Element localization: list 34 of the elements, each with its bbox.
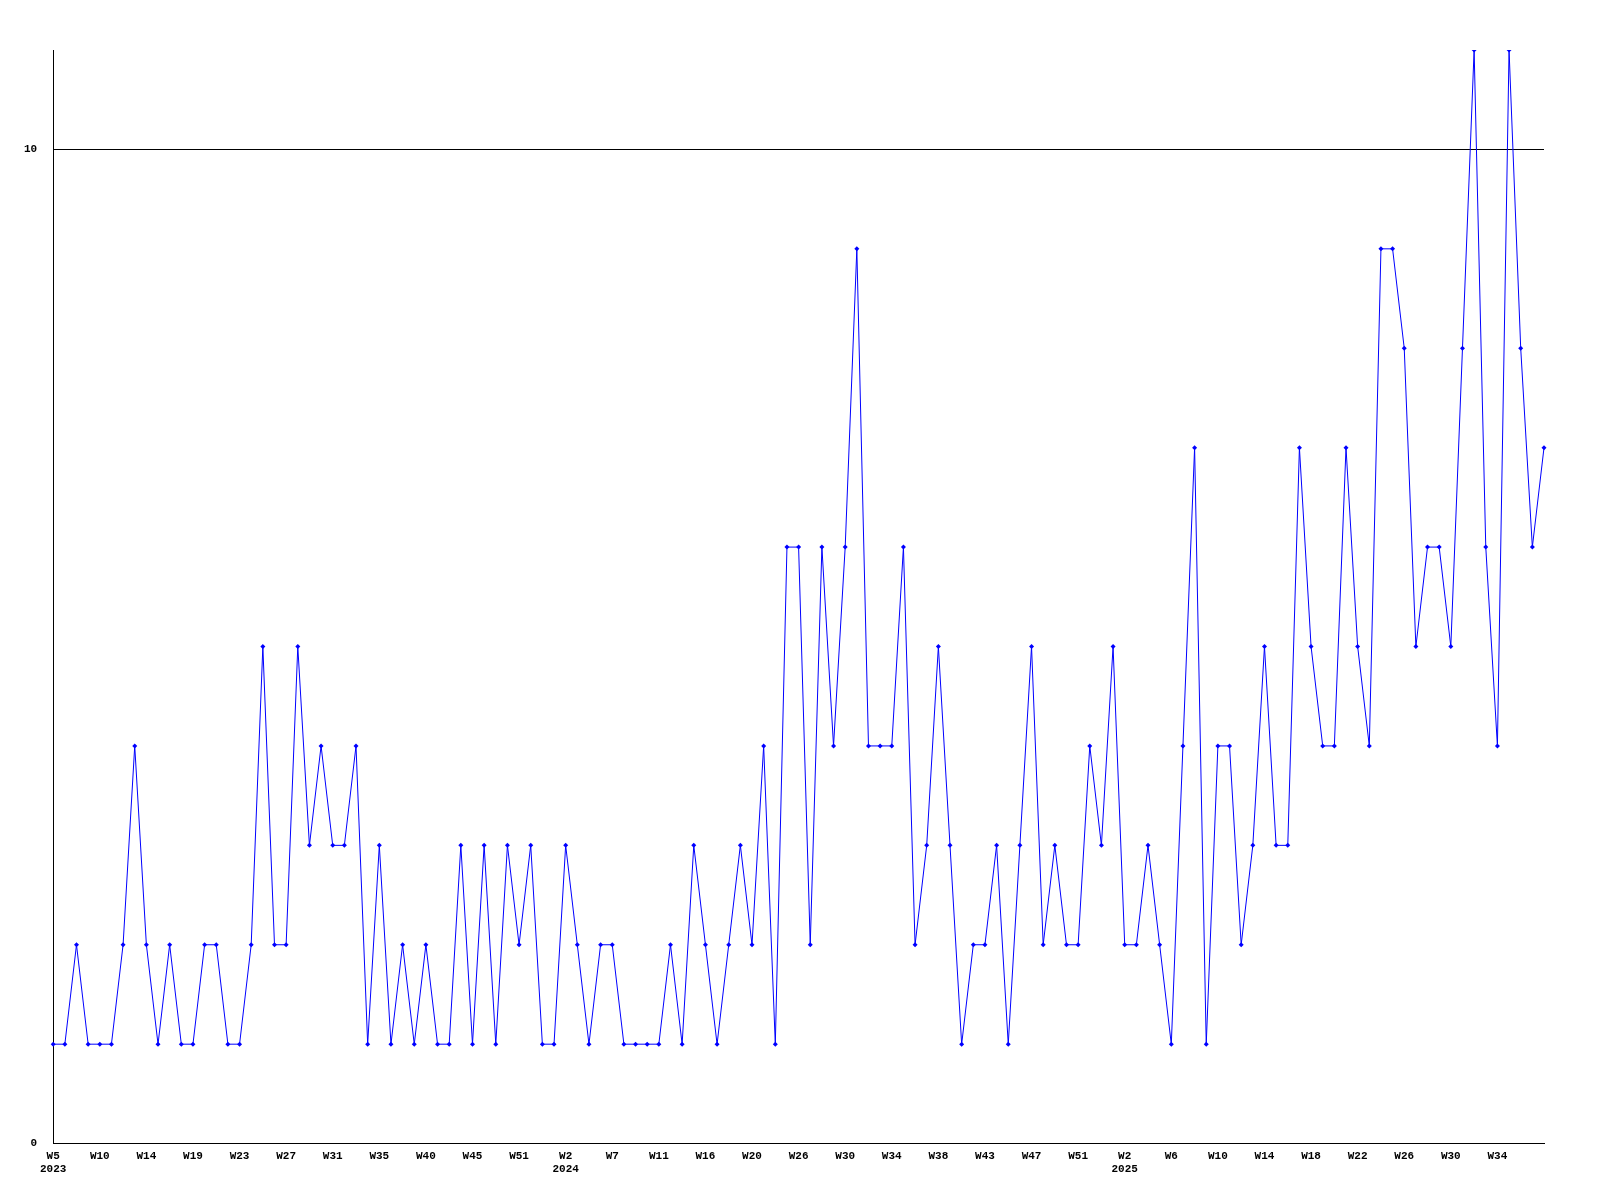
x-tick-label: W34 [1487, 1149, 1508, 1162]
x-tick-label: W11 [648, 1149, 670, 1162]
x-tick-label: W10 [89, 1149, 110, 1162]
x-tick-label: W38 [928, 1149, 949, 1162]
x-tick-label: W10 [1207, 1149, 1228, 1162]
x-tick-label: W43 [975, 1149, 996, 1162]
x-tick-label: W35 [369, 1149, 390, 1162]
x-tick-label: W30 [835, 1149, 856, 1162]
x-tick-label: W27 [276, 1149, 297, 1162]
x-tick-label: W20 [742, 1149, 762, 1162]
x-tick-label: W19 [183, 1149, 203, 1162]
x-tick-label: W5 2023 [40, 1149, 67, 1176]
x-tick-label: W23 [229, 1149, 250, 1162]
x-tick-label: W51 [1068, 1149, 1089, 1162]
x-tick-label: W45 [462, 1149, 483, 1162]
x-tick-label: W2 2025 [1111, 1149, 1139, 1176]
x-tick-label: W47 [1021, 1149, 1042, 1162]
x-tick-label: W14 [136, 1149, 157, 1162]
x-tick-label: W51 [509, 1149, 530, 1162]
x-tick-label: W7 [605, 1149, 619, 1162]
x-tick-label: W6 [1164, 1149, 1178, 1162]
x-tick-label: W2 2024 [552, 1149, 580, 1176]
x-tick-label: W40 [416, 1149, 436, 1162]
x-tick-label: W26 [1394, 1149, 1415, 1162]
x-tick-label: W31 [322, 1149, 344, 1162]
x-tick-label: W16 [695, 1149, 716, 1162]
x-tick-label: W14 [1254, 1149, 1275, 1162]
x-tick-label: W30 [1440, 1149, 1461, 1162]
x-tick-label: W34 [881, 1149, 903, 1162]
y-tick-label: 10 [24, 143, 38, 156]
y-tick-label: 0 [30, 1137, 38, 1150]
x-tick-label: W26 [788, 1149, 809, 1162]
x-tick-label: W18 [1301, 1149, 1322, 1162]
x-tick-label: W22 [1347, 1149, 1368, 1162]
